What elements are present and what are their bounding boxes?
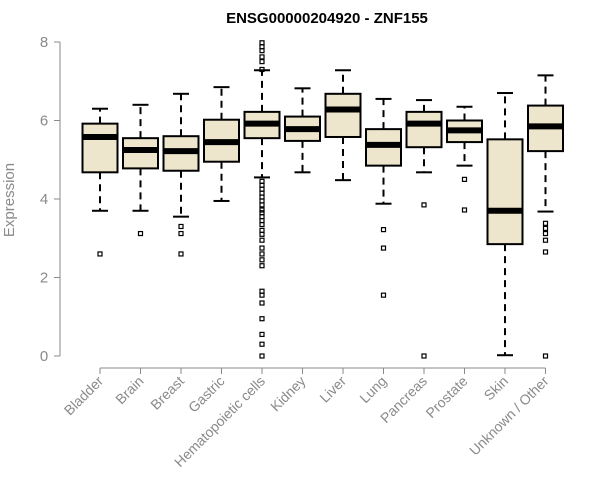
y-axis: 0 2 4 6 8 (40, 34, 61, 365)
y-axis-label: Expression (1, 163, 18, 237)
outlier-point (461, 207, 468, 213)
box-prostate (446, 105, 483, 213)
outlier-point (461, 176, 468, 182)
outlier-point (259, 40, 265, 46)
x-tick-label: Brain (112, 373, 146, 407)
x-tick-label: Prostate (422, 373, 470, 421)
outlier-point (259, 237, 265, 243)
iqr-box (81, 122, 119, 174)
chart-title: ENSG00000204920 - ZNF155 (226, 10, 428, 27)
outlier-point (259, 288, 265, 294)
outlier-point (259, 263, 265, 269)
outlier-point (259, 227, 265, 233)
outlier-point (259, 178, 265, 184)
box-liver (324, 69, 362, 182)
box-gastric (203, 86, 240, 202)
outlier-point (259, 66, 265, 73)
box-bladder (81, 107, 119, 257)
box-lung (365, 97, 402, 298)
outlier-point (542, 353, 549, 359)
x-tick-label: Liver (316, 373, 349, 406)
x-tick-label: Lung (356, 373, 389, 406)
outlier-point (97, 251, 103, 257)
outlier-point (259, 245, 265, 251)
x-tick-label: Bladder (61, 373, 107, 419)
y-tick-label: 2 (40, 270, 48, 287)
y-tick-label: 8 (40, 34, 48, 51)
x-tick-label: Skin (481, 373, 512, 404)
outlier-point (259, 331, 265, 338)
outlier-point (259, 353, 265, 359)
box-kidney (284, 87, 321, 174)
outlier-point (542, 237, 549, 243)
outlier-point (380, 292, 387, 298)
outlier-point (259, 251, 265, 257)
iqr-box (122, 137, 159, 170)
outlier-point (178, 251, 184, 257)
outlier-point (259, 257, 265, 263)
outlier-point (259, 300, 265, 306)
outlier-point (380, 245, 387, 251)
outlier-point (380, 227, 387, 233)
box-breast (162, 92, 200, 257)
outlier-point (137, 230, 144, 237)
y-tick-label: 0 (40, 348, 48, 365)
x-tick-label: Breast (147, 373, 187, 413)
outlier-point (421, 202, 427, 208)
outlier-point (259, 54, 265, 60)
outlier-point (542, 220, 549, 226)
iqr-box (405, 110, 443, 149)
outlier-point (178, 230, 184, 237)
box-unknown-other (527, 74, 564, 359)
box-skin (486, 92, 524, 357)
outlier-point (259, 341, 265, 347)
box-pancreas (405, 99, 443, 359)
outlier-point (259, 210, 265, 216)
y-tick-label: 4 (40, 191, 48, 208)
outlier-point (421, 353, 427, 359)
boxes-group (81, 40, 564, 359)
iqr-box (486, 138, 524, 246)
outlier-point (259, 59, 265, 65)
outlier-point (178, 223, 184, 230)
y-tick-label: 6 (40, 113, 48, 130)
box-brain (122, 103, 159, 237)
outlier-point (542, 230, 549, 237)
outlier-point (259, 316, 265, 322)
x-tick-label: Kidney (267, 373, 309, 415)
outlier-point (259, 207, 265, 213)
outlier-point (542, 225, 549, 232)
outlier-point (542, 249, 549, 255)
box-hematopoietic-cells (243, 40, 281, 359)
iqr-box (324, 92, 362, 138)
